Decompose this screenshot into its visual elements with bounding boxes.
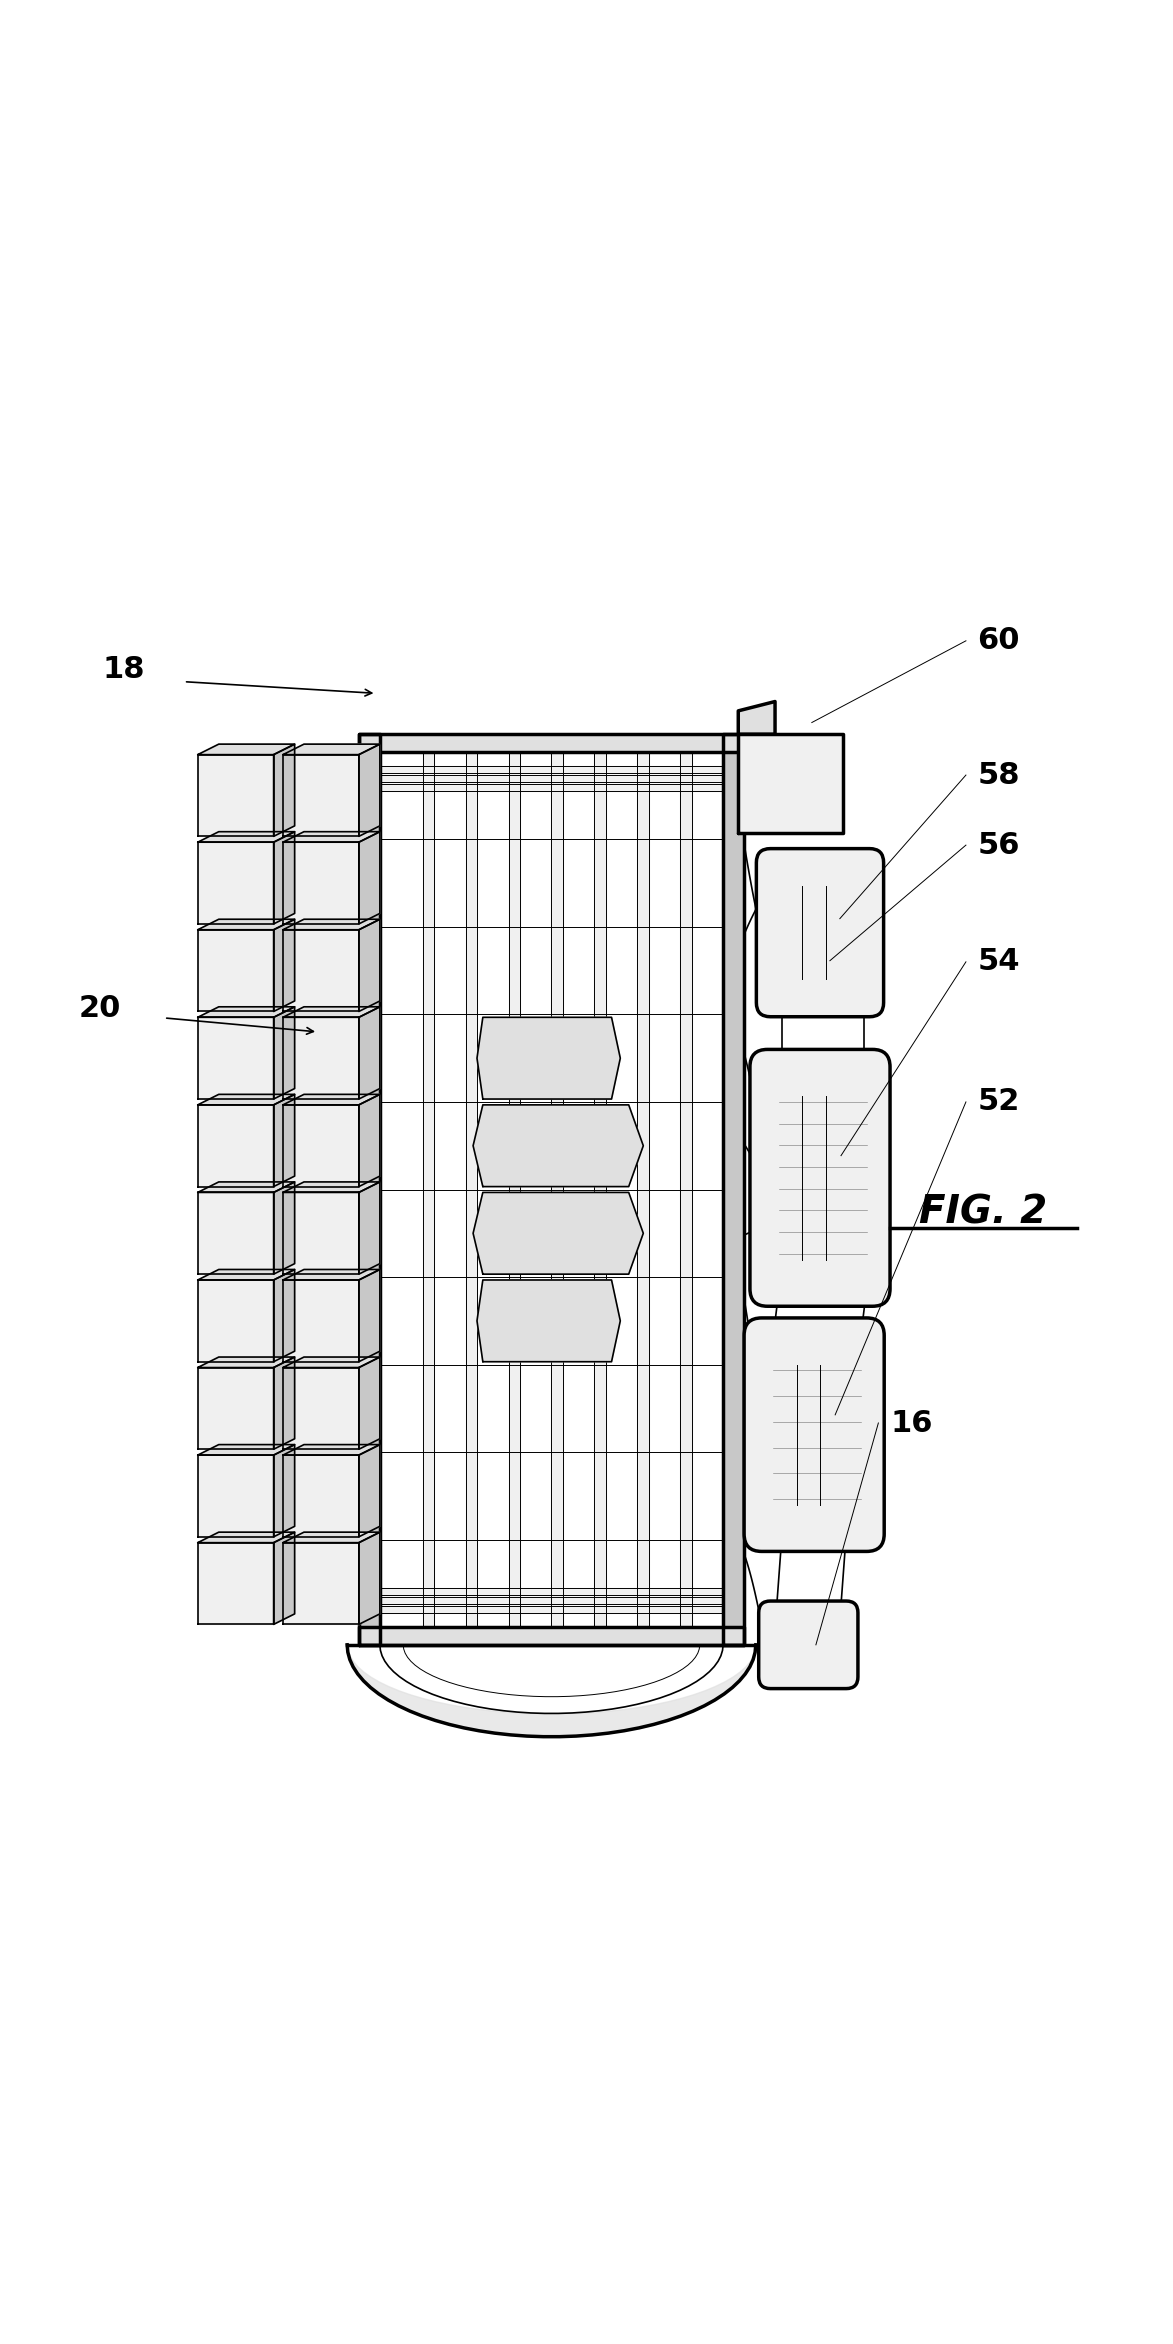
Polygon shape (680, 752, 692, 1627)
Polygon shape (273, 1181, 294, 1275)
Polygon shape (422, 752, 434, 1627)
Polygon shape (359, 832, 380, 924)
Polygon shape (198, 1280, 273, 1362)
Text: 18: 18 (102, 656, 144, 684)
Polygon shape (380, 785, 723, 792)
Polygon shape (473, 1104, 643, 1186)
Polygon shape (359, 1270, 380, 1362)
Polygon shape (359, 1627, 744, 1645)
Polygon shape (359, 1095, 380, 1186)
Polygon shape (283, 1542, 359, 1624)
Polygon shape (283, 1444, 380, 1456)
Polygon shape (283, 841, 359, 924)
Polygon shape (273, 1444, 294, 1538)
Polygon shape (273, 743, 294, 837)
Polygon shape (198, 1270, 294, 1280)
Polygon shape (273, 1095, 294, 1186)
Polygon shape (273, 919, 294, 1013)
Polygon shape (509, 752, 521, 1627)
Polygon shape (273, 1008, 294, 1099)
Polygon shape (359, 734, 744, 752)
FancyBboxPatch shape (744, 1317, 884, 1552)
Polygon shape (273, 1270, 294, 1362)
Polygon shape (359, 1533, 380, 1624)
Polygon shape (283, 1533, 380, 1542)
Polygon shape (359, 1181, 380, 1275)
Polygon shape (198, 743, 294, 755)
Polygon shape (359, 1357, 380, 1449)
Polygon shape (359, 1008, 380, 1099)
Polygon shape (380, 1587, 723, 1594)
Text: 56: 56 (977, 830, 1021, 860)
Polygon shape (283, 1270, 380, 1280)
Polygon shape (198, 931, 273, 1013)
Polygon shape (198, 1444, 294, 1456)
Text: 58: 58 (977, 759, 1021, 790)
Polygon shape (380, 766, 723, 774)
Polygon shape (595, 752, 606, 1627)
Polygon shape (198, 841, 273, 924)
Polygon shape (723, 734, 744, 1645)
Polygon shape (198, 1542, 273, 1624)
Polygon shape (283, 1017, 359, 1099)
Polygon shape (551, 752, 563, 1627)
Text: 52: 52 (977, 1088, 1021, 1116)
Text: 20: 20 (79, 994, 121, 1022)
Polygon shape (273, 1357, 294, 1449)
Polygon shape (198, 1017, 273, 1099)
Polygon shape (359, 919, 380, 1013)
Polygon shape (283, 1280, 359, 1362)
FancyBboxPatch shape (757, 849, 883, 1017)
Polygon shape (198, 1456, 273, 1538)
Text: 16: 16 (890, 1409, 933, 1437)
Polygon shape (198, 1104, 273, 1186)
Polygon shape (283, 1095, 380, 1104)
Polygon shape (283, 1357, 380, 1367)
Polygon shape (359, 1444, 380, 1538)
Polygon shape (198, 1367, 273, 1449)
Polygon shape (283, 1456, 359, 1538)
Polygon shape (380, 776, 723, 783)
Polygon shape (273, 832, 294, 924)
Polygon shape (380, 1606, 723, 1613)
Polygon shape (283, 1193, 359, 1275)
Polygon shape (380, 1596, 723, 1603)
Text: FIG. 2: FIG. 2 (920, 1193, 1047, 1233)
Polygon shape (198, 1357, 294, 1367)
Polygon shape (477, 1280, 621, 1362)
Polygon shape (283, 1104, 359, 1186)
Polygon shape (466, 752, 477, 1627)
Polygon shape (283, 1181, 380, 1193)
Polygon shape (198, 1095, 294, 1104)
Text: 54: 54 (977, 947, 1021, 977)
Polygon shape (283, 832, 380, 841)
Polygon shape (359, 734, 380, 1645)
Polygon shape (637, 752, 649, 1627)
Polygon shape (198, 919, 294, 931)
Polygon shape (198, 1533, 294, 1542)
Polygon shape (283, 1367, 359, 1449)
Polygon shape (198, 1193, 273, 1275)
Polygon shape (198, 1181, 294, 1193)
Polygon shape (473, 1193, 643, 1275)
Polygon shape (283, 919, 380, 931)
Polygon shape (198, 1008, 294, 1017)
Polygon shape (283, 931, 359, 1013)
Polygon shape (283, 743, 380, 755)
Text: 60: 60 (977, 626, 1021, 656)
Polygon shape (198, 832, 294, 841)
Polygon shape (273, 1533, 294, 1624)
Polygon shape (283, 1008, 380, 1017)
Polygon shape (477, 1017, 621, 1099)
FancyBboxPatch shape (750, 1050, 890, 1306)
Polygon shape (738, 701, 775, 734)
Polygon shape (198, 755, 273, 837)
FancyBboxPatch shape (759, 1601, 857, 1688)
Polygon shape (359, 743, 380, 837)
Polygon shape (738, 734, 843, 834)
Polygon shape (283, 755, 359, 837)
